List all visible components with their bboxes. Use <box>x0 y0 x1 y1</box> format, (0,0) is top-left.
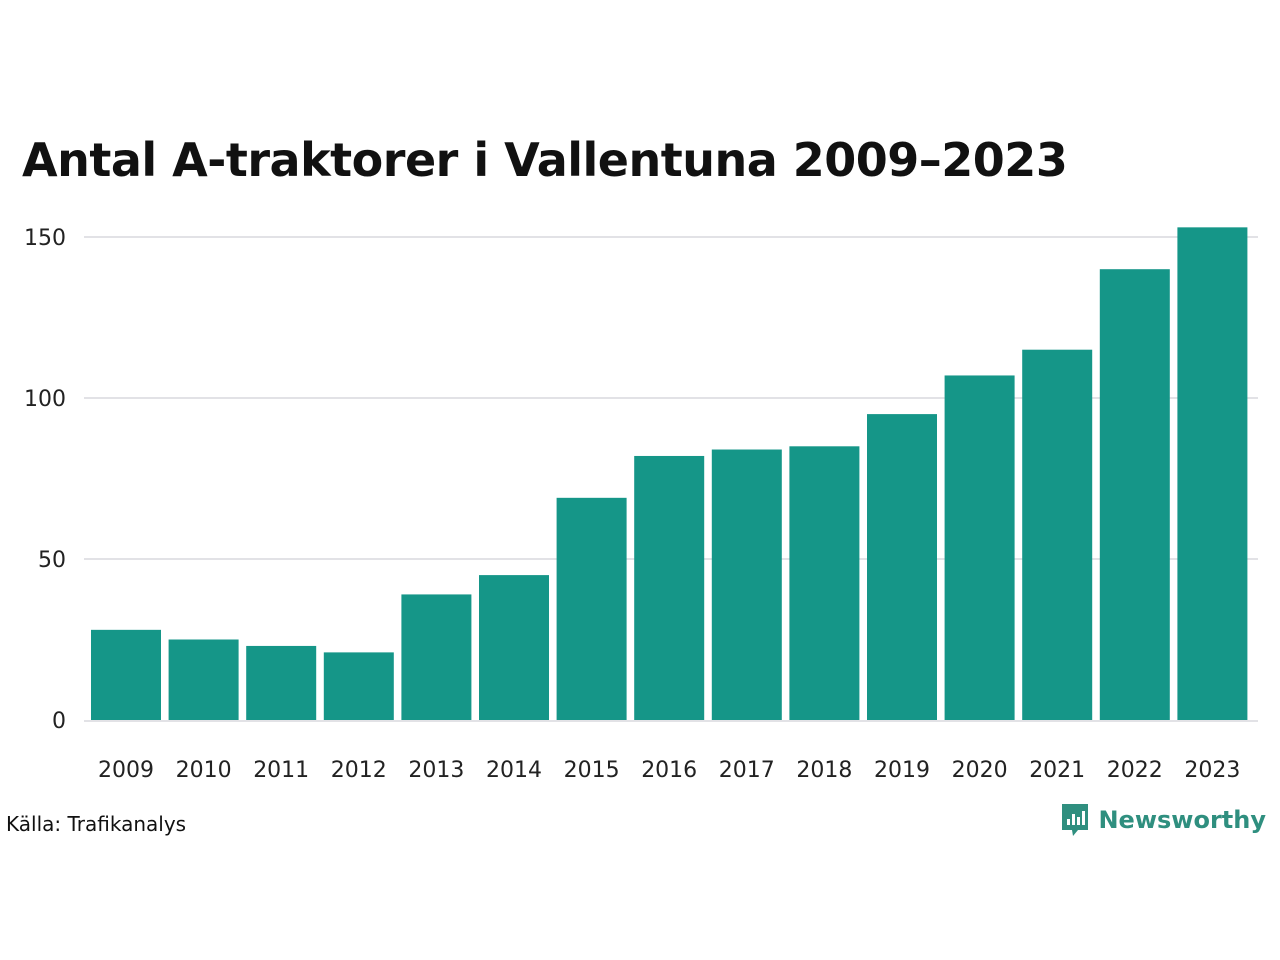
x-tick-label: 2017 <box>719 758 775 783</box>
bar-2013 <box>401 594 472 720</box>
x-tick-label: 2022 <box>1107 758 1163 783</box>
x-tick-label: 2011 <box>253 758 309 783</box>
x-tick-label: 2016 <box>641 758 697 783</box>
y-tick-label: 0 <box>52 709 66 734</box>
newsworthy-logo: Newsworthy <box>1060 802 1266 838</box>
source-note: Källa: Trafikanalys <box>6 812 187 836</box>
bar-2014 <box>479 575 549 720</box>
chart-title: Antal A-traktorer i Vallentuna 2009–2023 <box>22 133 1068 187</box>
bar-2023 <box>1177 227 1248 720</box>
x-tick-label: 2019 <box>874 758 930 783</box>
x-tick-label: 2009 <box>98 758 154 783</box>
bar-2020 <box>944 375 1015 720</box>
bars <box>91 227 1248 720</box>
y-axis-tick-labels: 0 50 100 150 <box>24 226 66 734</box>
bar-2012 <box>323 652 394 720</box>
bar-2015 <box>556 497 627 720</box>
x-tick-label: 2010 <box>176 758 232 783</box>
bar-2017 <box>711 449 782 720</box>
x-tick-label: 2014 <box>486 758 542 783</box>
y-tick-label: 100 <box>24 387 66 412</box>
bar-2021 <box>1022 349 1093 720</box>
bar-2018 <box>789 446 860 720</box>
bar-2009 <box>91 629 161 720</box>
x-tick-label: 2012 <box>331 758 387 783</box>
bar-2010 <box>168 639 239 720</box>
x-tick-label: 2020 <box>952 758 1008 783</box>
x-tick-label: 2015 <box>564 758 620 783</box>
brand-name: Newsworthy <box>1098 806 1266 834</box>
x-tick-label: 2018 <box>796 758 852 783</box>
bar-2022 <box>1099 269 1170 720</box>
newsworthy-logo-icon <box>1062 804 1089 836</box>
x-tick-label: 2021 <box>1029 758 1085 783</box>
x-tick-label: 2013 <box>408 758 464 783</box>
y-tick-label: 50 <box>38 548 66 573</box>
x-axis-tick-labels: 2009 2010 2011 2012 2013 2014 2015 2016 2017 2018… <box>98 758 1240 783</box>
x-tick-label: 2023 <box>1184 758 1240 783</box>
y-tick-label: 150 <box>24 226 66 251</box>
bar-2016 <box>634 455 705 720</box>
bar-2011 <box>246 645 317 720</box>
bar-2019 <box>867 414 937 720</box>
